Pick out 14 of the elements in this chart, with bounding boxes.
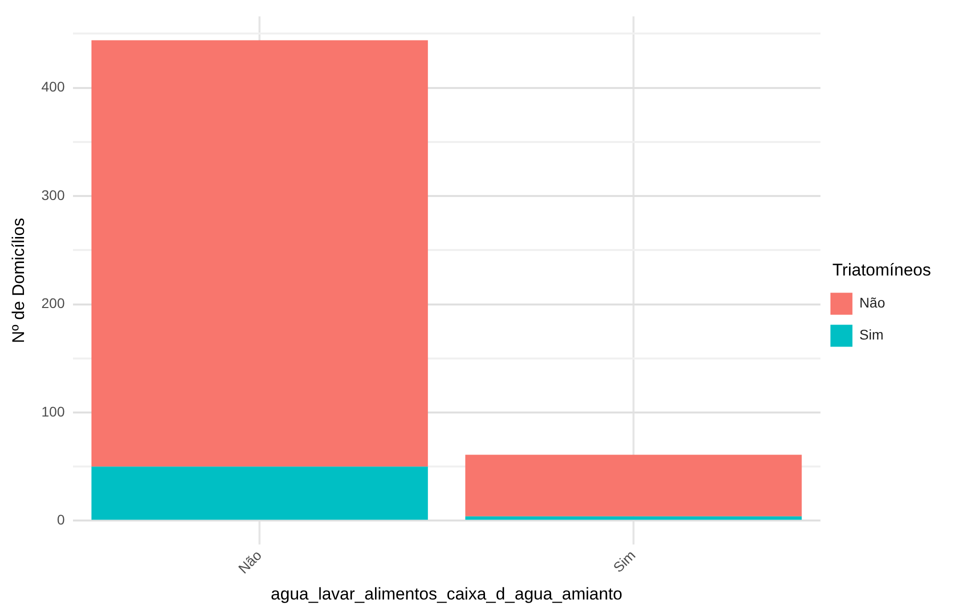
y-axis-title: Nº de Domicílios bbox=[8, 218, 28, 344]
y-tick-label: 400 bbox=[41, 78, 65, 95]
bar bbox=[91, 466, 428, 520]
y-tick-label: 0 bbox=[56, 512, 65, 528]
y-tick-label: 200 bbox=[41, 295, 65, 312]
legend-title: Triatomíneos bbox=[832, 260, 932, 280]
legend-label: Não bbox=[859, 294, 886, 311]
bar bbox=[465, 454, 802, 516]
y-tick-label: 100 bbox=[41, 403, 65, 420]
y-tick-label: 300 bbox=[41, 186, 65, 203]
legend-label: Sim bbox=[859, 326, 884, 343]
x-axis-title: agua_lavar_alimentos_caixa_d_agua_amianto bbox=[270, 584, 622, 604]
bar bbox=[465, 516, 802, 520]
bar bbox=[91, 40, 428, 467]
